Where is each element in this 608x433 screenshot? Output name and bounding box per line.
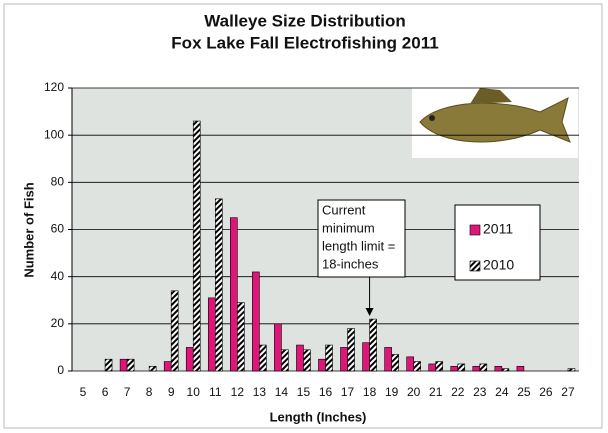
x-tick-label: 18	[363, 385, 377, 399]
bar	[274, 323, 282, 372]
bar	[192, 120, 201, 372]
legend-label: 2011	[483, 221, 513, 237]
bar	[259, 344, 267, 372]
y-tick-label: 100	[44, 127, 64, 141]
bar	[281, 349, 289, 372]
x-tick-label: 15	[297, 385, 311, 399]
bar	[252, 271, 260, 372]
chart-title: Walleye Size Distribution	[204, 11, 406, 30]
bar	[428, 363, 437, 372]
bar	[384, 347, 392, 372]
x-tick-label: 13	[253, 385, 267, 399]
bar	[369, 318, 377, 372]
fish-picture	[412, 84, 578, 158]
annotation-text: minimum	[322, 220, 375, 235]
x-tick-label: 17	[341, 385, 355, 399]
bar	[170, 290, 179, 372]
chart-subtitle: Fox Lake Fall Electrofishing 2011	[171, 33, 438, 52]
x-tick-label: 11	[209, 385, 222, 399]
bar	[318, 358, 326, 372]
y-tick-label: 120	[44, 80, 64, 94]
x-tick-label: 23	[473, 385, 487, 399]
x-tick-label: 26	[539, 385, 553, 399]
x-tick-label: 5	[80, 385, 87, 399]
annotation-text: length limit =	[322, 238, 395, 253]
bar	[296, 344, 304, 372]
x-tick-label: 27	[561, 385, 575, 399]
bar	[119, 358, 128, 372]
annotation-box	[317, 199, 406, 278]
bar	[148, 365, 157, 372]
bar	[185, 347, 194, 372]
x-tick-label: 16	[319, 385, 333, 399]
x-tick-label: 10	[187, 385, 201, 399]
bar	[207, 297, 216, 372]
x-tick-label: 8	[146, 385, 153, 399]
y-axis-title: Number of Fish	[21, 182, 36, 277]
y-tick-label: 40	[51, 269, 65, 283]
bar	[450, 365, 459, 372]
legend-swatch	[469, 260, 481, 272]
bar	[413, 361, 421, 372]
annotation-text: Current	[322, 202, 366, 217]
x-tick-label: 20	[407, 385, 421, 399]
bar	[567, 368, 576, 372]
bar	[406, 356, 414, 372]
bar	[347, 328, 355, 372]
x-tick-label: 25	[517, 385, 531, 399]
bar	[214, 198, 223, 372]
bar	[104, 358, 113, 372]
bar	[494, 365, 503, 372]
x-tick-label: 19	[385, 385, 399, 399]
annotation-arrowhead	[365, 308, 374, 316]
bar	[362, 342, 370, 372]
bar	[325, 344, 333, 372]
bar	[163, 361, 172, 372]
bar	[237, 302, 245, 372]
x-tick-label: 9	[168, 385, 175, 399]
x-tick-label: 6	[102, 385, 109, 399]
legend-label: 2010	[483, 257, 514, 273]
x-tick-label: 14	[275, 385, 289, 399]
bar	[230, 217, 238, 372]
bar	[479, 363, 488, 372]
legend-swatch	[469, 224, 481, 236]
bar	[457, 363, 466, 372]
bar	[501, 368, 510, 372]
bar	[391, 354, 399, 372]
x-tick-label: 22	[451, 385, 465, 399]
bar	[472, 365, 481, 372]
annotation-text: 18-inches	[322, 256, 379, 271]
legend-box	[454, 204, 541, 281]
bar	[435, 361, 444, 372]
y-tick-label: 80	[51, 175, 65, 189]
x-tick-label: 21	[429, 385, 443, 399]
bar	[126, 358, 135, 372]
x-tick-label: 24	[495, 385, 509, 399]
x-axis-title: Length (Inches)	[270, 409, 367, 424]
bar	[340, 347, 348, 372]
x-tick-label: 7	[124, 385, 131, 399]
bar	[303, 349, 311, 372]
x-tick-label: 12	[231, 385, 245, 399]
y-tick-label: 60	[51, 222, 65, 236]
bar	[516, 365, 525, 372]
y-tick-label: 0	[57, 363, 64, 377]
y-tick-label: 20	[51, 316, 65, 330]
